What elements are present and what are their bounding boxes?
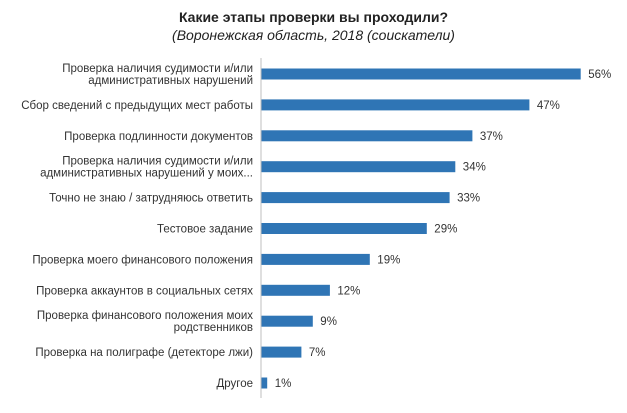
category-label: Проверка на полиграфе (детекторе лжи) bbox=[35, 347, 253, 359]
value-label: 9% bbox=[320, 316, 337, 328]
value-label: 34% bbox=[463, 162, 486, 174]
value-label: 7% bbox=[309, 347, 326, 359]
bar bbox=[261, 192, 450, 204]
value-label: 29% bbox=[434, 224, 457, 236]
category-label: Проверка финансового положения моих родст… bbox=[37, 310, 253, 334]
category-label: Проверка подлинности документов bbox=[64, 131, 253, 143]
bar bbox=[261, 223, 427, 234]
bar bbox=[261, 68, 581, 80]
value-label: 1% bbox=[275, 378, 292, 390]
value-label: 47% bbox=[537, 100, 560, 112]
value-label: 56% bbox=[588, 69, 611, 81]
bar bbox=[261, 315, 313, 327]
bar bbox=[261, 346, 302, 358]
bar bbox=[261, 253, 370, 265]
bar bbox=[261, 99, 530, 111]
bar bbox=[261, 284, 330, 296]
value-label: 12% bbox=[337, 285, 360, 297]
bar bbox=[261, 377, 268, 389]
category-label: Проверка моего финансового положения bbox=[32, 254, 253, 266]
bar bbox=[261, 161, 456, 173]
category-label: Точно не знаю / затрудняюсь ответить bbox=[49, 193, 253, 205]
category-label: Проверка наличия судимости и/или админист… bbox=[40, 156, 253, 180]
category-label: Сбор сведений с предыдущих мест работы bbox=[21, 100, 253, 112]
value-label: 37% bbox=[480, 131, 503, 143]
category-label: Проверка аккаунтов в социальных сетях bbox=[36, 285, 253, 297]
bar bbox=[261, 130, 473, 142]
chart-title: Какие этапы проверки вы проходили? bbox=[178, 9, 449, 25]
category-label: Тестовое задание bbox=[157, 224, 253, 236]
chart-subtitle: (Воронежская область, 2018 (соискатели) bbox=[172, 27, 455, 43]
category-label: Другое bbox=[216, 378, 253, 390]
category-label: Проверка наличия судимости и/или админист… bbox=[62, 63, 253, 87]
value-label: 33% bbox=[457, 193, 480, 205]
value-label: 19% bbox=[377, 254, 400, 266]
